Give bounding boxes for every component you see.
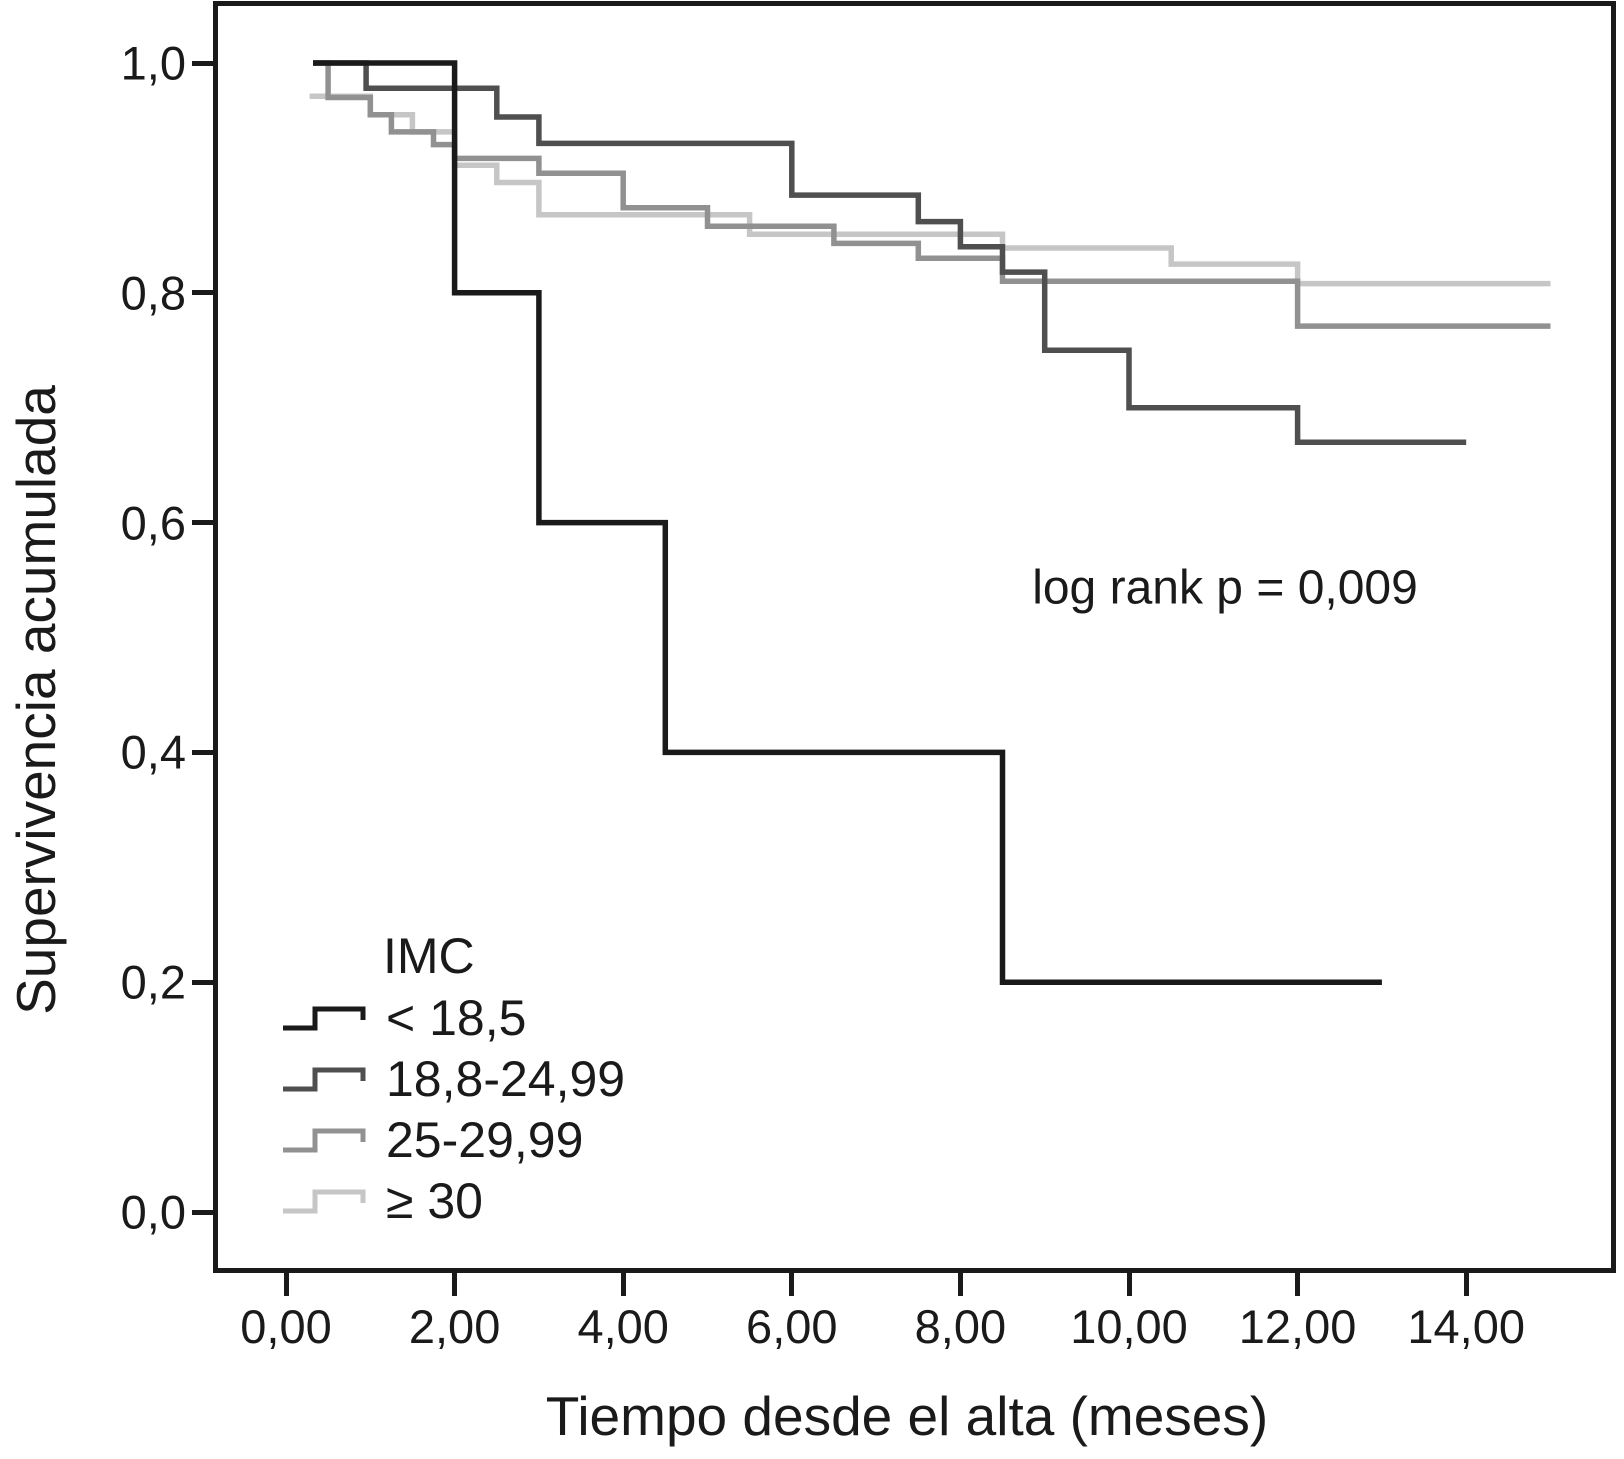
x-tick-mark xyxy=(1126,1272,1132,1296)
legend-step-icon xyxy=(283,1006,366,1030)
legend-item: ≥ 30 xyxy=(280,1170,625,1231)
y-tick-label: 0,8 xyxy=(120,266,186,320)
legend-item-label: 25-29,99 xyxy=(386,1111,584,1168)
x-tick-mark xyxy=(620,1272,626,1296)
legend-rows: < 18,5 18,8-24,99 25-29,99 ≥ 30 xyxy=(280,987,625,1231)
x-tick-label: 14,00 xyxy=(1407,1300,1525,1353)
legend-title: IMC xyxy=(383,928,475,984)
legend-item: 18,8-24,99 xyxy=(280,1048,625,1109)
legend-item-label: ≥ 30 xyxy=(386,1172,483,1229)
log-rank-annotation: log rank p = 0,009 xyxy=(1032,561,1418,615)
km-curve-25-29-99 xyxy=(313,60,1551,329)
plot-area xyxy=(213,1,1616,1273)
y-tick-mark xyxy=(192,290,215,296)
legend-item-label: 18,8-24,99 xyxy=(386,1050,626,1107)
y-tick-mark xyxy=(192,1209,215,1215)
y-tick-label: 0,0 xyxy=(120,1185,186,1239)
x-tick-label: 6,00 xyxy=(746,1300,838,1353)
legend: IMC < 18,5 18,8-24,99 25-29,99 ≥ 30 xyxy=(280,926,625,1231)
km-curve-18-8-24-99 xyxy=(313,60,1467,445)
y-axis-title: Supervivencia acumulada xyxy=(5,385,67,1015)
legend-item-label: < 18,5 xyxy=(386,989,527,1046)
legend-step-icon xyxy=(283,1189,366,1213)
y-tick-mark xyxy=(192,60,215,66)
y-tick-label: 1,0 xyxy=(120,36,186,90)
legend-item: 25-29,99 xyxy=(280,1109,625,1170)
x-tick-mark xyxy=(1463,1272,1469,1296)
x-tick-mark xyxy=(452,1272,458,1296)
x-tick-mark xyxy=(1295,1272,1301,1296)
y-tick-mark xyxy=(192,979,215,985)
y-tick-mark xyxy=(192,749,215,755)
legend-step-icon xyxy=(283,1067,366,1091)
x-tick-label: 10,00 xyxy=(1070,1300,1188,1353)
x-tick-mark xyxy=(957,1272,963,1296)
legend-item: < 18,5 xyxy=(280,987,625,1048)
x-tick-label: 2,00 xyxy=(408,1300,501,1353)
y-tick-label: 0,6 xyxy=(120,496,186,550)
x-tick-label: 4,00 xyxy=(577,1300,669,1353)
km-curve--30 xyxy=(309,93,1551,287)
x-tick-mark xyxy=(283,1272,289,1296)
x-tick-label: 0,00 xyxy=(240,1300,332,1353)
y-tick-label: 0,4 xyxy=(120,725,186,779)
x-tick-label: 8,00 xyxy=(914,1300,1007,1353)
legend-step-icon xyxy=(283,1128,366,1152)
x-tick-mark xyxy=(789,1272,795,1296)
y-tick-mark xyxy=(192,520,215,526)
y-tick-label: 0,2 xyxy=(120,955,186,1009)
km-curve--18-5 xyxy=(313,60,1382,985)
x-tick-label: 12,00 xyxy=(1238,1300,1357,1353)
x-axis-title: Tiempo desde el alta (meses) xyxy=(545,1385,1269,1447)
